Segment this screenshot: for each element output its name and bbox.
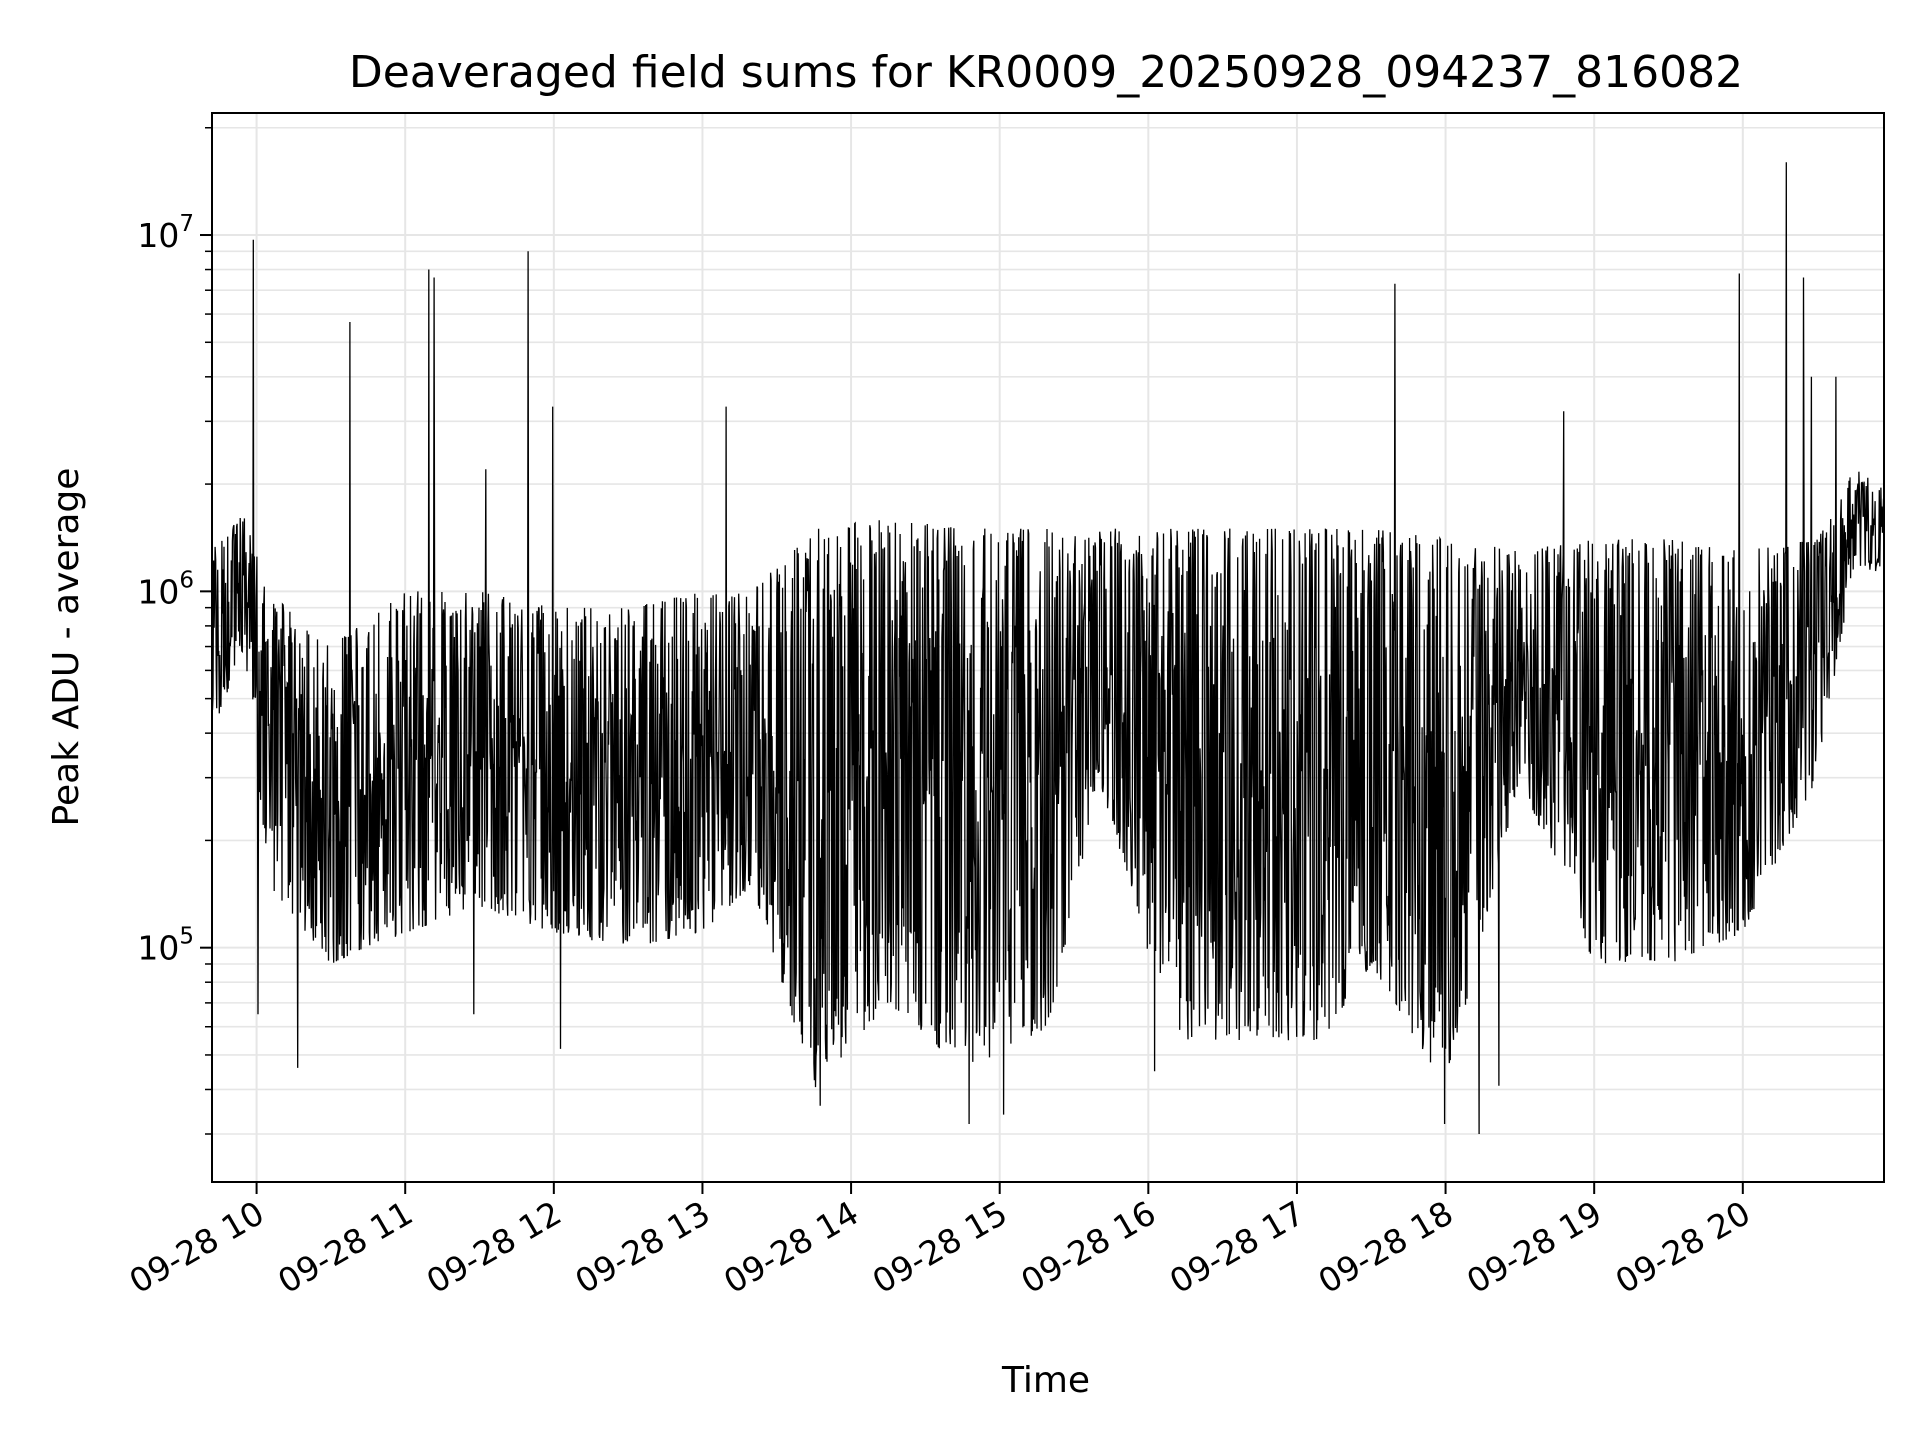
x-tick-label: 09-28 16 xyxy=(1014,1193,1162,1301)
y-tick-label: 107 xyxy=(137,211,194,255)
x-tick-label: 09-28 20 xyxy=(1609,1193,1757,1301)
plot-frame xyxy=(211,112,1885,1183)
chart-title: Deaveraged field sums for KR0009_2025092… xyxy=(349,47,1743,98)
x-tick-label: 09-28 18 xyxy=(1312,1193,1460,1301)
x-tick-label: 09-28 17 xyxy=(1163,1193,1311,1301)
x-axis-ticks: 09-28 10 09-28 11 09-28 12 09-28 13 09-28 14… xyxy=(123,1182,1757,1301)
series-line-peak-adu xyxy=(211,162,1885,1135)
x-tick-label: 09-28 10 xyxy=(123,1193,271,1301)
plot-area xyxy=(211,162,1885,1135)
y-axis-label: Peak ADU - average xyxy=(46,468,87,827)
x-axis-label: Time xyxy=(1001,1360,1090,1401)
x-tick-label: 09-28 15 xyxy=(866,1193,1014,1301)
x-tick-label: 09-28 14 xyxy=(717,1193,865,1301)
x-tick-label: 09-28 12 xyxy=(420,1193,568,1301)
x-tick-label: 09-28 13 xyxy=(568,1193,716,1301)
y-tick-label: 106 xyxy=(137,567,194,611)
y-axis-ticks: 105 106 107 xyxy=(137,126,212,1135)
x-tick-label: 09-28 19 xyxy=(1460,1193,1608,1301)
y-tick-label: 105 xyxy=(137,924,194,968)
x-tick-label: 09-28 11 xyxy=(271,1193,419,1301)
